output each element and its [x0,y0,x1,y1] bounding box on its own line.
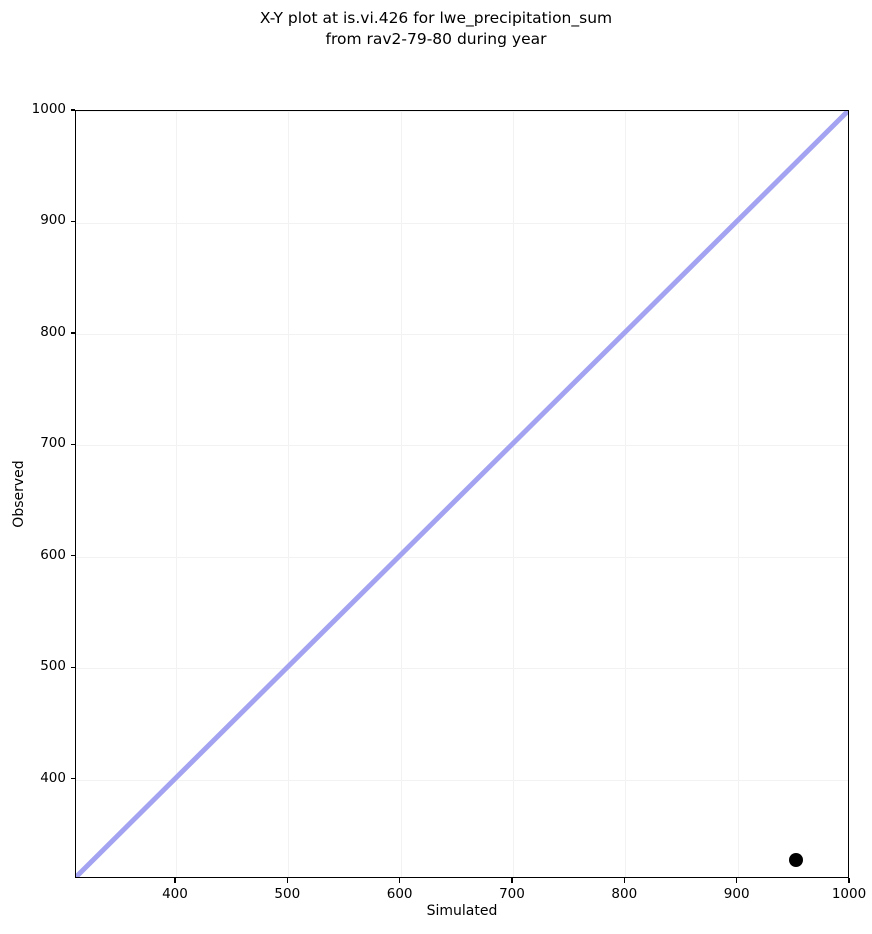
x-tick-label-500: 500 [274,886,301,902]
chart-title: X-Y plot at is.vi.426 for lwe_precipitat… [259,9,613,48]
y-tick-mark-800 [70,332,75,334]
gridline-x-900 [737,111,739,877]
y-tick-label-800: 800 [40,323,66,340]
x-tick-label-1000: 1000 [831,886,867,902]
x-tick-label-600: 600 [386,886,413,902]
y-tick-label-1000: 1000 [31,101,66,117]
gridline-y-900 [76,222,848,224]
y-tick-mark-600 [70,555,75,557]
gridline-y-1000 [76,111,848,112]
gridline-x-600 [400,111,402,877]
y-tick-label-900: 900 [40,212,66,229]
x-tick-mark-800 [623,878,625,883]
y-tick-mark-400 [70,778,75,780]
y-tick-label-600: 600 [40,546,66,563]
gridline-x-400 [176,111,177,877]
y-axis-label: Observed [11,460,27,528]
x-tick-label-900: 900 [723,886,750,902]
y-tick-mark-900 [70,220,75,223]
x-axis-label: Simulated [426,903,498,919]
y-tick-label-700: 700 [40,435,66,452]
x-tick-mark-600 [399,878,401,883]
x-tick-mark-1000 [848,878,850,883]
x-tick-label-700: 700 [499,886,525,902]
gridline-y-800 [76,333,848,335]
plot-area [75,110,849,878]
y-tick-label-400: 400 [40,769,66,786]
x-tick-mark-700 [511,878,513,883]
gridline-x-500 [288,111,290,877]
gridline-y-700 [76,445,848,447]
gridline-y-500 [76,668,848,670]
x-tick-mark-900 [736,878,738,883]
y-tick-mark-500 [70,666,75,668]
gridline-y-600 [76,556,848,558]
one-to-one-reference-line [76,111,848,877]
x-tick-mark-500 [286,878,288,883]
y-tick-label-500: 500 [40,658,66,675]
x-tick-label-400: 400 [162,886,188,902]
data-point [789,853,804,868]
x-tick-mark-400 [174,878,176,883]
y-tick-mark-700 [70,443,75,445]
gridline-y-400 [76,779,848,781]
gridline-x-700 [513,111,514,877]
y-tick-mark-1000 [70,109,75,111]
x-tick-label-800: 800 [611,886,638,902]
gridline-x-800 [625,111,627,877]
